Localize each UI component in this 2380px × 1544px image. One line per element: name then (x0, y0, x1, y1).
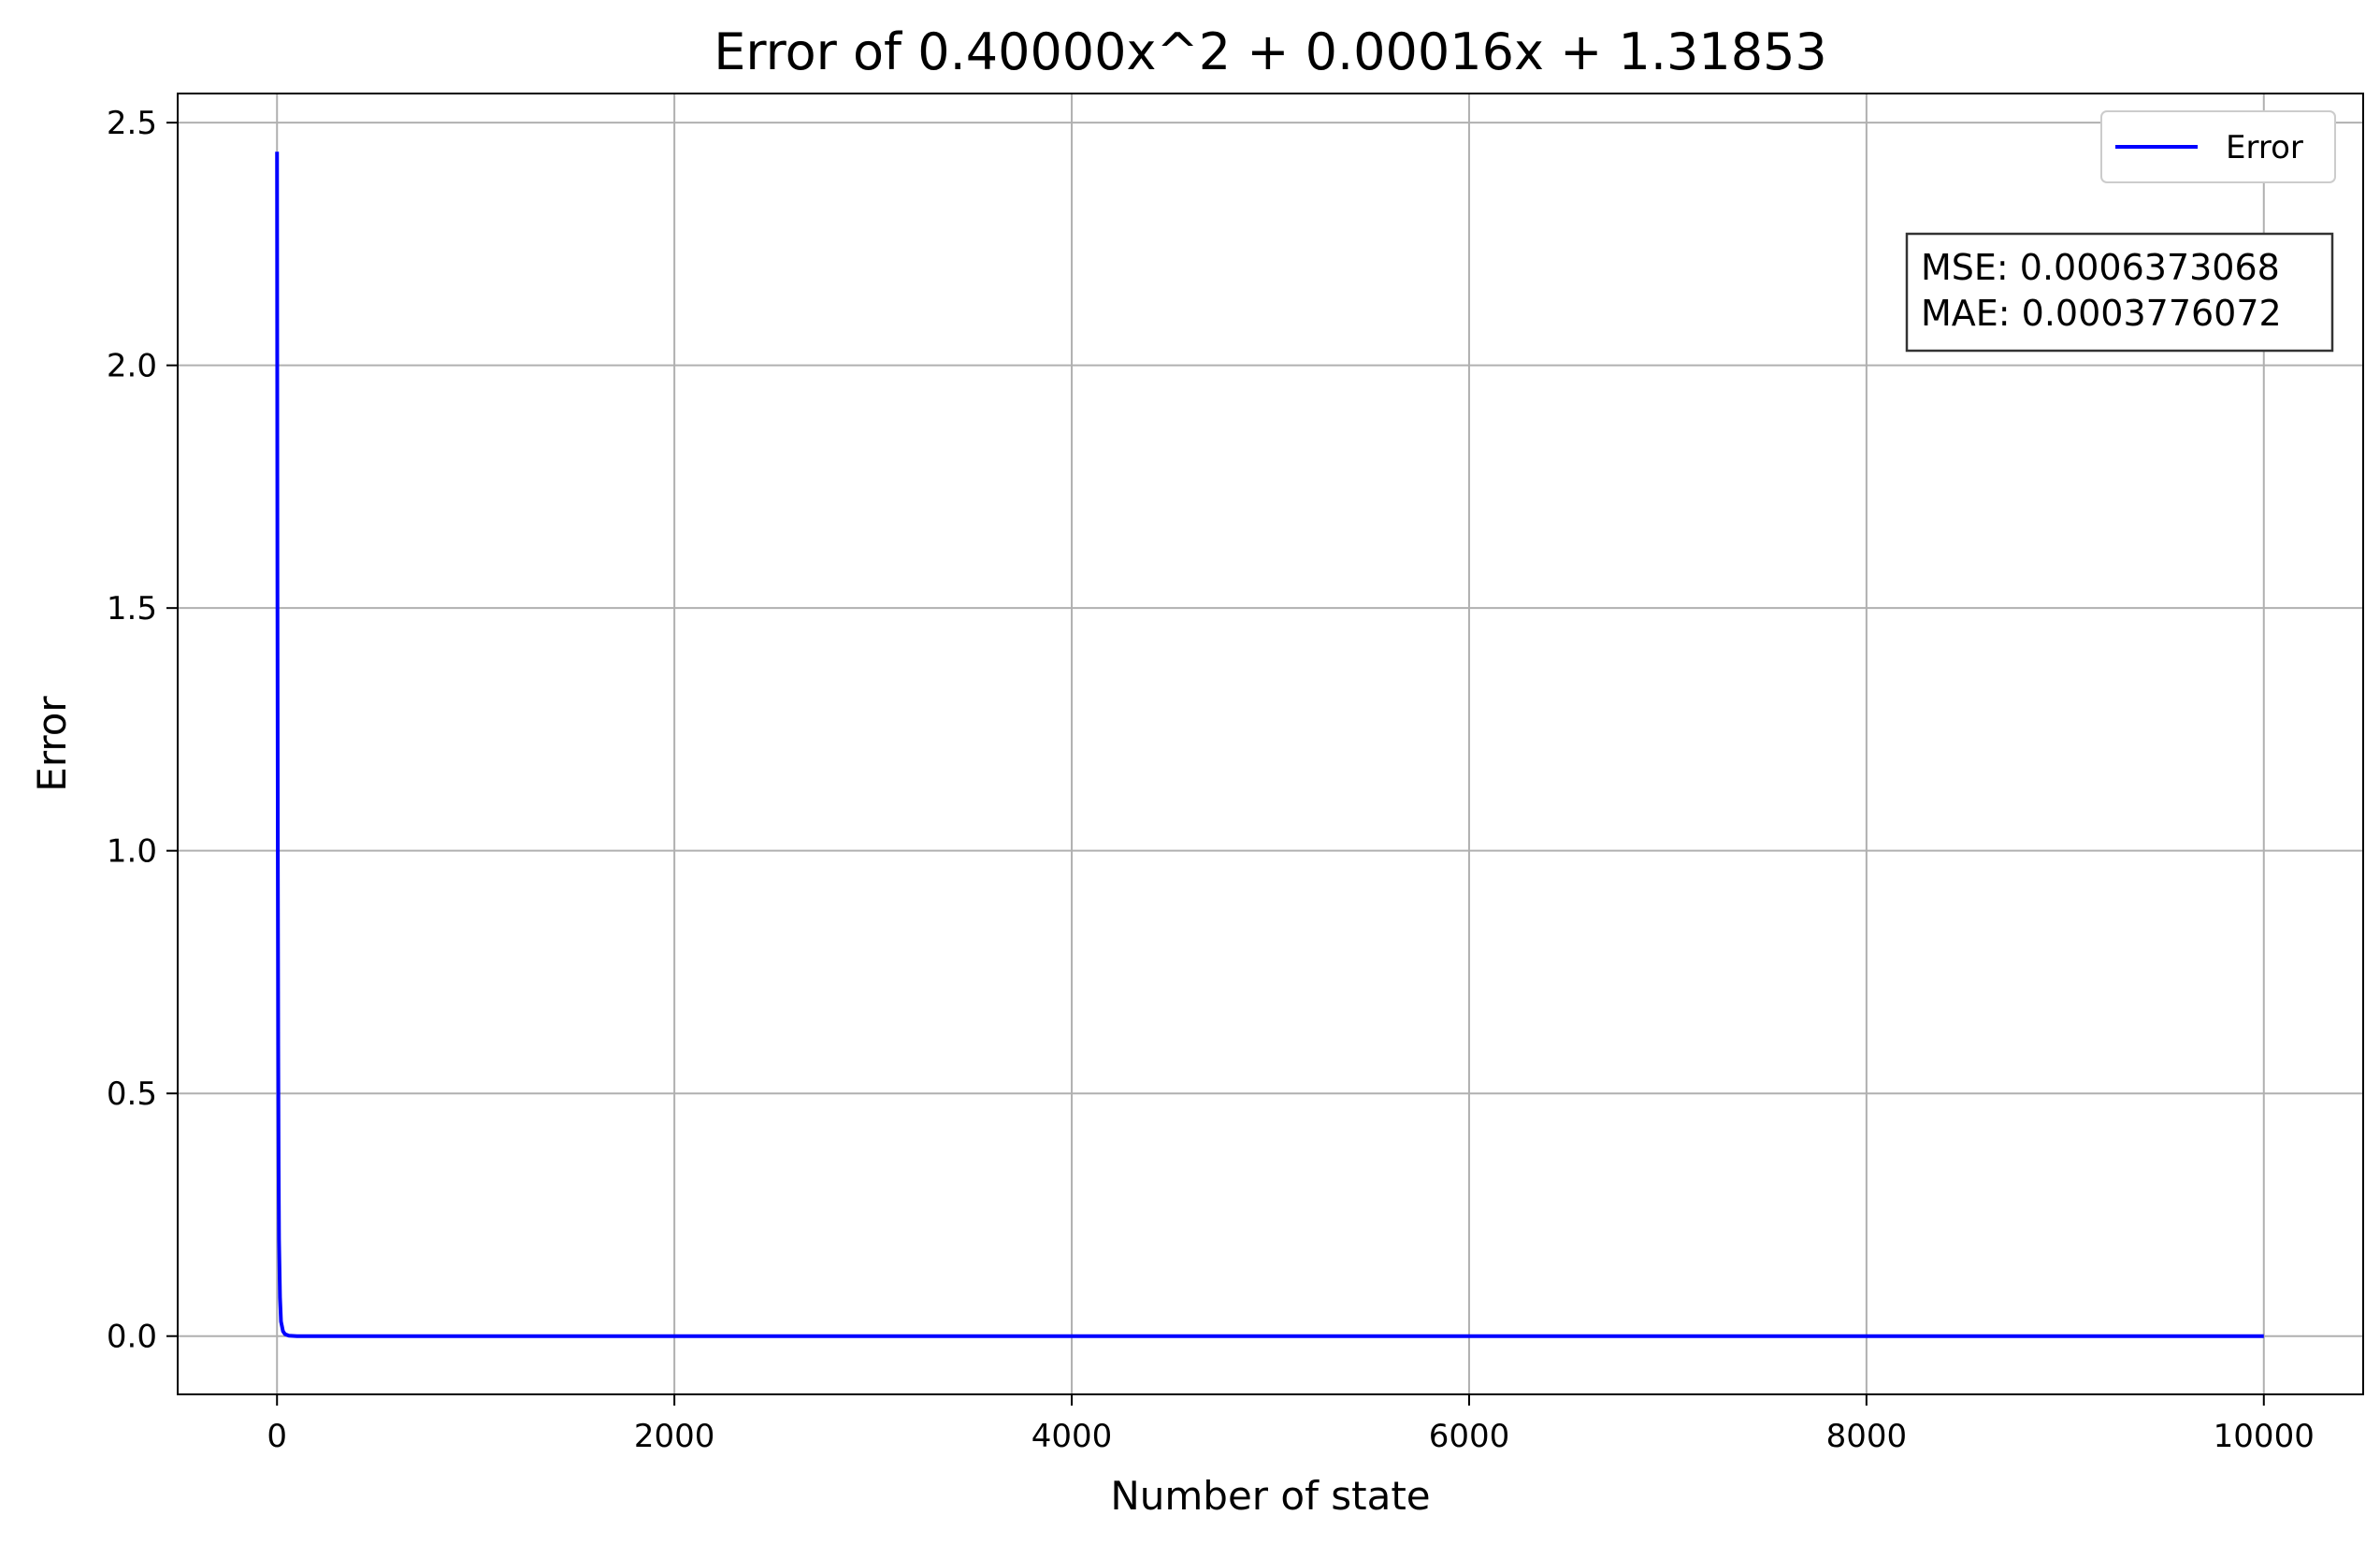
ticks: 0 2000 4000 6000 8000 10000 0.0 0.5 1.0 1.5 2.0 2.5 (107, 105, 2315, 1455)
x-tick-label: 6000 (1429, 1418, 1510, 1455)
x-tick-label: 4000 (1031, 1418, 1113, 1455)
y-tick-label: 1.5 (107, 590, 157, 628)
stats-annotation: MSE: 0.0006373068 MAE: 0.0003776072 (1905, 232, 2334, 353)
y-tick-label: 1.0 (107, 833, 157, 871)
y-tick-label: 0.5 (107, 1075, 157, 1113)
y-tick-label: 2.5 (107, 105, 157, 142)
y-tick-label: 2.0 (107, 348, 157, 385)
y-axis-label: Error (29, 696, 75, 792)
legend: Error (2100, 110, 2336, 183)
x-axis-label: Number of state (1110, 1473, 1430, 1519)
y-tick-label: 0.0 (107, 1319, 157, 1356)
x-tick-label: 10000 (2214, 1418, 2315, 1455)
x-tick-label: 2000 (634, 1418, 715, 1455)
x-tick-label: 0 (267, 1418, 287, 1455)
plot-lines (275, 152, 2264, 1338)
axes-frame (177, 93, 2364, 1395)
legend-box (2100, 110, 2336, 183)
series-line-error (275, 152, 2264, 1338)
stats-box (1905, 232, 2334, 353)
mae-text: MAE: 0.0003776072 (1921, 293, 2282, 334)
mse-text: MSE: 0.0006373068 (1921, 247, 2280, 288)
chart-title: Error of 0.40000x^2 + 0.00016x + 1.31853 (714, 22, 1827, 81)
x-tick-label: 8000 (1826, 1418, 1908, 1455)
legend-label: Error (2226, 129, 2303, 166)
